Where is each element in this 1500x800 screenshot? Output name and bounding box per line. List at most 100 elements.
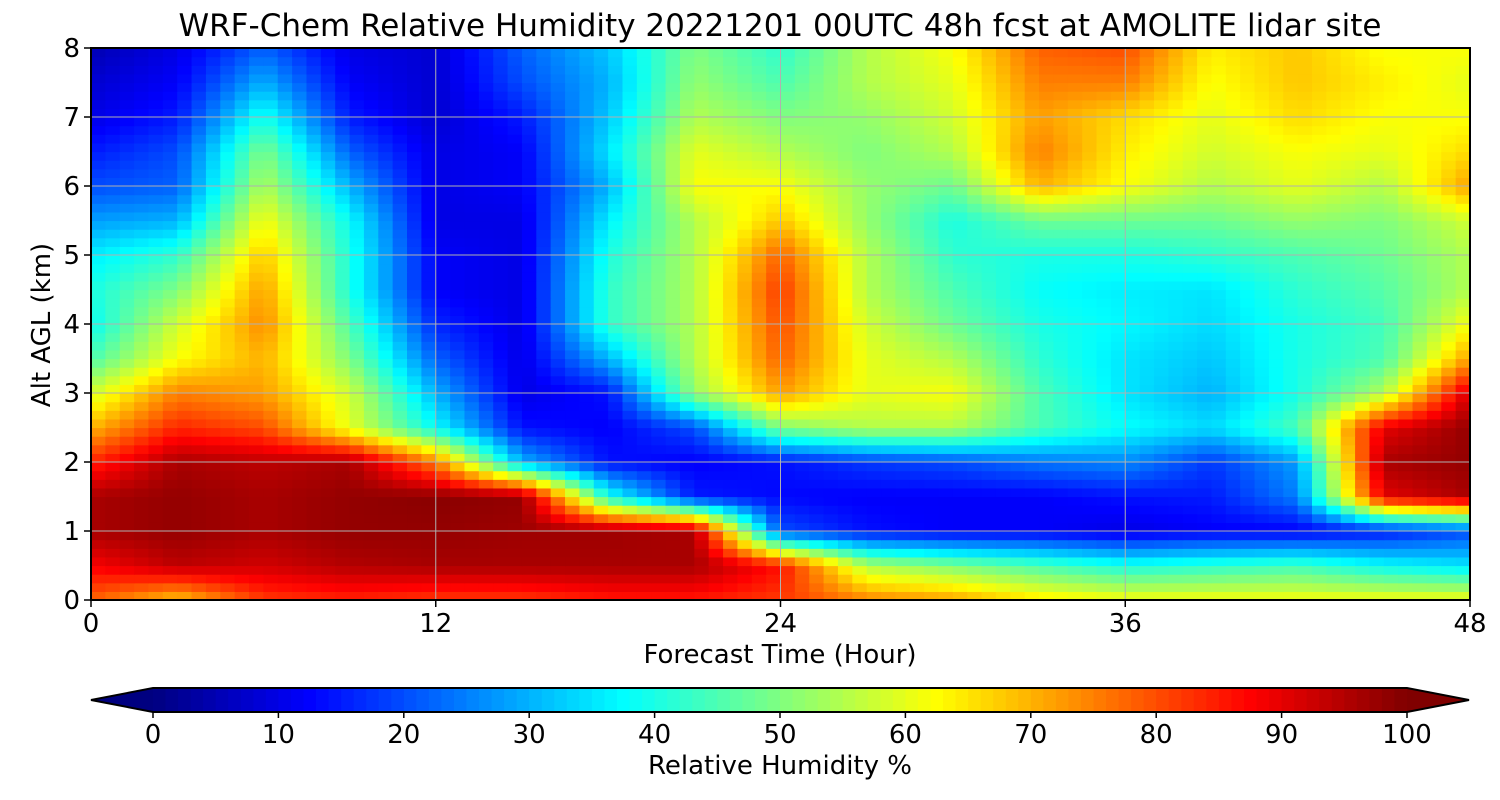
heatmap-cell bbox=[177, 436, 193, 446]
heatmap-cell bbox=[895, 505, 911, 515]
heatmap-cell bbox=[1225, 289, 1241, 299]
heatmap-cell bbox=[1082, 393, 1098, 403]
heatmap-cell bbox=[866, 427, 882, 437]
heatmap-cell bbox=[1168, 418, 1184, 429]
heatmap-cell bbox=[694, 548, 710, 558]
heatmap-cell bbox=[1254, 160, 1270, 170]
heatmap-cell bbox=[665, 280, 681, 291]
heatmap-cell bbox=[780, 436, 796, 446]
heatmap-cell bbox=[1355, 341, 1371, 351]
heatmap-cell bbox=[1110, 531, 1126, 541]
heatmap-cell bbox=[450, 375, 466, 385]
heatmap-cell bbox=[1240, 220, 1256, 230]
heatmap-cell bbox=[780, 151, 796, 161]
heatmap-cell bbox=[249, 548, 264, 558]
heatmap-cell bbox=[1096, 496, 1112, 506]
heatmap-cell bbox=[349, 315, 365, 325]
heatmap-cell bbox=[780, 332, 796, 342]
heatmap-cell bbox=[177, 358, 193, 368]
heatmap-cell bbox=[263, 591, 279, 601]
heatmap-cell bbox=[794, 479, 810, 489]
heatmap-cell bbox=[1125, 462, 1141, 472]
heatmap-cell bbox=[608, 160, 624, 170]
heatmap-cell bbox=[1024, 470, 1040, 480]
heatmap-cell bbox=[277, 255, 293, 265]
heatmap-cell bbox=[751, 272, 767, 282]
heatmap-cell bbox=[493, 160, 509, 170]
heatmap-cell bbox=[1268, 168, 1284, 178]
heatmap-cell bbox=[952, 556, 968, 567]
heatmap-cell bbox=[1441, 168, 1457, 178]
heatmap-cell bbox=[191, 427, 207, 437]
heatmap-cell bbox=[277, 479, 293, 489]
heatmap-cell bbox=[579, 315, 595, 325]
heatmap-cell bbox=[981, 418, 997, 429]
heatmap-cell bbox=[1096, 306, 1112, 316]
heatmap-cell bbox=[780, 349, 796, 360]
heatmap-cell bbox=[550, 237, 566, 247]
heatmap-cell bbox=[938, 470, 954, 480]
heatmap-cell bbox=[1455, 168, 1471, 178]
heatmap-cell bbox=[550, 177, 566, 187]
heatmap-cell bbox=[809, 349, 825, 360]
heatmap-cell bbox=[622, 246, 638, 256]
heatmap-cell bbox=[1039, 470, 1055, 480]
heatmap-cell bbox=[708, 418, 724, 429]
heatmap-cell bbox=[1383, 539, 1399, 549]
heatmap-cell bbox=[938, 505, 954, 515]
heatmap-cell bbox=[507, 177, 523, 187]
heatmap-cell bbox=[378, 591, 394, 601]
heatmap-cell bbox=[1010, 332, 1026, 342]
heatmap-cell bbox=[924, 186, 940, 196]
heatmap-cell bbox=[220, 418, 236, 429]
heatmap-cell bbox=[105, 427, 121, 437]
heatmap-cell bbox=[507, 375, 523, 385]
heatmap-cell bbox=[91, 332, 106, 342]
heatmap-cell bbox=[292, 401, 308, 411]
heatmap-cell bbox=[665, 539, 681, 549]
heatmap-cell bbox=[493, 548, 509, 558]
heatmap-cell bbox=[421, 160, 437, 170]
heatmap-cell bbox=[306, 531, 322, 541]
heatmap-cell bbox=[1211, 332, 1227, 342]
heatmap-cell bbox=[1455, 315, 1471, 325]
heatmap-cell bbox=[737, 220, 753, 230]
heatmap-cell bbox=[823, 410, 839, 420]
heatmap-cell bbox=[1110, 548, 1126, 558]
heatmap-cell bbox=[1297, 151, 1313, 161]
heatmap-cell bbox=[277, 539, 293, 549]
heatmap-cell bbox=[1153, 470, 1169, 480]
heatmap-cell bbox=[1197, 298, 1213, 308]
heatmap-cell bbox=[363, 375, 379, 385]
heatmap-cell bbox=[1110, 168, 1126, 178]
heatmap-cell bbox=[349, 522, 365, 532]
heatmap-cell bbox=[1455, 418, 1471, 429]
heatmap-cell bbox=[191, 341, 207, 351]
heatmap-cell bbox=[1398, 341, 1414, 351]
heatmap-cell bbox=[1168, 358, 1184, 368]
heatmap-cell bbox=[1211, 393, 1227, 403]
heatmap-cell bbox=[1225, 246, 1241, 256]
heatmap-cell bbox=[1139, 263, 1155, 273]
heatmap-cell bbox=[392, 410, 408, 420]
heatmap-cell bbox=[895, 349, 911, 360]
heatmap-cell bbox=[651, 263, 667, 273]
heatmap-cell bbox=[1125, 237, 1141, 247]
heatmap-cell bbox=[191, 513, 207, 523]
heatmap-cell bbox=[723, 186, 738, 196]
heatmap-cell bbox=[392, 384, 408, 394]
heatmap-cell bbox=[579, 453, 595, 463]
heatmap-cell bbox=[924, 505, 940, 515]
heatmap-cell bbox=[837, 531, 853, 541]
heatmap-cell bbox=[608, 306, 624, 316]
heatmap-cell bbox=[608, 375, 624, 385]
heatmap-cell bbox=[119, 513, 135, 523]
heatmap-cell bbox=[249, 556, 264, 567]
heatmap-cell bbox=[565, 332, 580, 342]
heatmap-cell bbox=[407, 470, 422, 480]
heatmap-cell bbox=[234, 574, 250, 584]
heatmap-cell bbox=[1426, 375, 1442, 385]
heatmap-cell bbox=[823, 444, 839, 454]
heatmap-cell bbox=[1369, 186, 1385, 196]
heatmap-cell bbox=[665, 289, 681, 299]
